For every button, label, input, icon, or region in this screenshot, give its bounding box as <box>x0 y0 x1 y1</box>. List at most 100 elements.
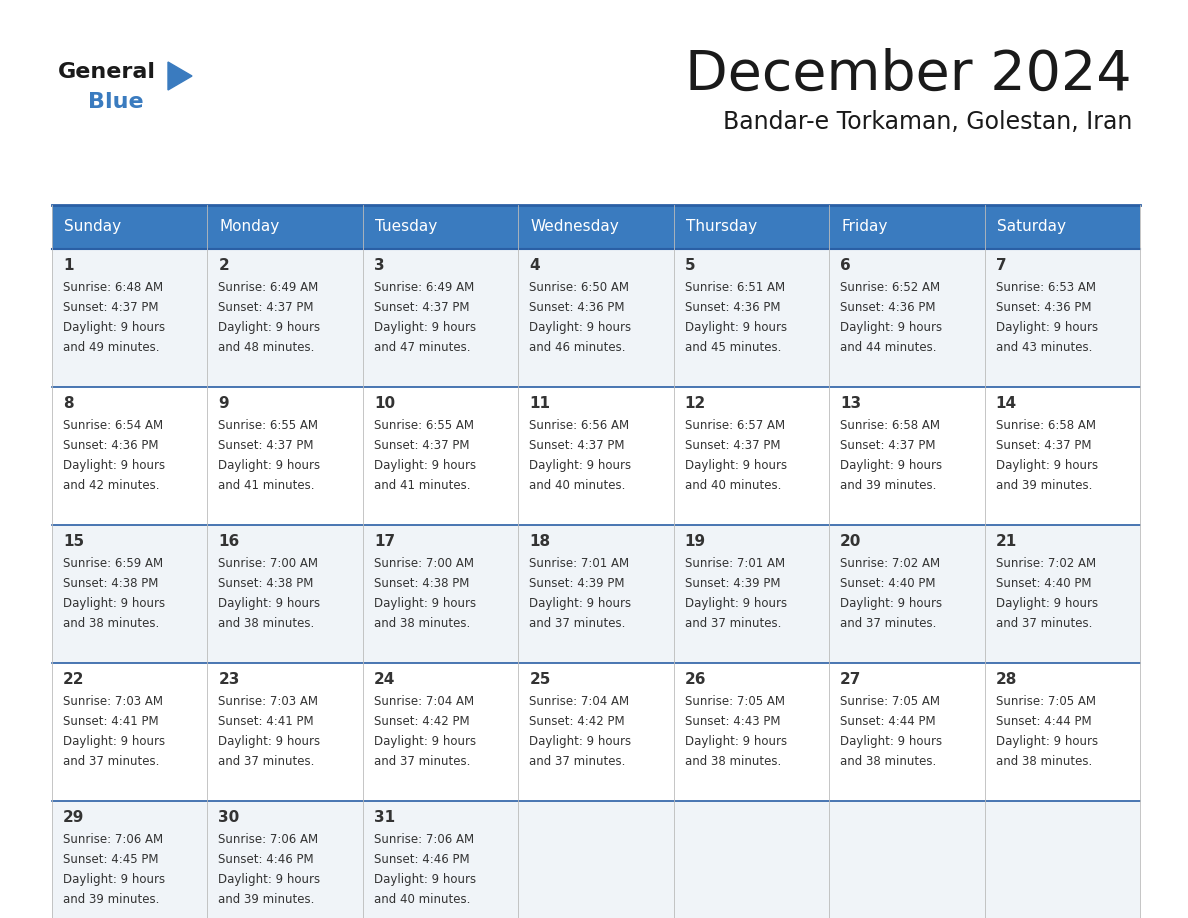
Text: and 37 minutes.: and 37 minutes. <box>684 617 781 630</box>
Text: Daylight: 9 hours: Daylight: 9 hours <box>219 597 321 610</box>
Bar <box>518 205 674 249</box>
Text: Sunset: 4:45 PM: Sunset: 4:45 PM <box>63 853 158 866</box>
Text: Sunset: 4:44 PM: Sunset: 4:44 PM <box>996 715 1092 728</box>
Text: Sunrise: 7:04 AM: Sunrise: 7:04 AM <box>374 695 474 708</box>
Text: Sunset: 4:37 PM: Sunset: 4:37 PM <box>996 439 1091 452</box>
Text: 31: 31 <box>374 810 394 825</box>
Text: General: General <box>58 62 156 82</box>
Bar <box>829 663 985 801</box>
Text: and 37 minutes.: and 37 minutes. <box>996 617 1092 630</box>
Text: Wednesday: Wednesday <box>530 219 619 234</box>
Text: Sunday: Sunday <box>64 219 121 234</box>
Text: and 38 minutes.: and 38 minutes. <box>996 755 1092 768</box>
Text: Sunset: 4:41 PM: Sunset: 4:41 PM <box>63 715 159 728</box>
Text: 18: 18 <box>530 534 550 549</box>
Text: and 45 minutes.: and 45 minutes. <box>684 341 781 354</box>
Bar <box>518 525 674 663</box>
Text: Daylight: 9 hours: Daylight: 9 hours <box>219 321 321 334</box>
Text: Daylight: 9 hours: Daylight: 9 hours <box>996 459 1098 472</box>
Text: and 46 minutes.: and 46 minutes. <box>530 341 626 354</box>
Text: and 42 minutes.: and 42 minutes. <box>63 479 159 492</box>
Text: Sunset: 4:36 PM: Sunset: 4:36 PM <box>996 301 1091 314</box>
Text: Blue: Blue <box>88 92 144 112</box>
Text: Sunrise: 7:01 AM: Sunrise: 7:01 AM <box>684 557 785 570</box>
Text: and 40 minutes.: and 40 minutes. <box>684 479 781 492</box>
Text: and 39 minutes.: and 39 minutes. <box>996 479 1092 492</box>
Text: and 38 minutes.: and 38 minutes. <box>63 617 159 630</box>
Text: Daylight: 9 hours: Daylight: 9 hours <box>530 321 631 334</box>
Text: 4: 4 <box>530 258 539 273</box>
Text: and 41 minutes.: and 41 minutes. <box>219 479 315 492</box>
Bar <box>985 249 1140 387</box>
Text: Sunrise: 7:01 AM: Sunrise: 7:01 AM <box>530 557 630 570</box>
Text: Sunset: 4:41 PM: Sunset: 4:41 PM <box>219 715 314 728</box>
Text: Sunset: 4:38 PM: Sunset: 4:38 PM <box>63 577 158 590</box>
Text: 10: 10 <box>374 396 394 411</box>
Bar <box>674 387 829 525</box>
Text: 25: 25 <box>530 672 551 687</box>
Text: 26: 26 <box>684 672 706 687</box>
Text: Daylight: 9 hours: Daylight: 9 hours <box>63 873 165 886</box>
Text: and 39 minutes.: and 39 minutes. <box>63 893 159 906</box>
Text: and 37 minutes.: and 37 minutes. <box>219 755 315 768</box>
Text: Sunset: 4:38 PM: Sunset: 4:38 PM <box>219 577 314 590</box>
Text: Daylight: 9 hours: Daylight: 9 hours <box>840 459 942 472</box>
Text: Sunrise: 7:05 AM: Sunrise: 7:05 AM <box>840 695 940 708</box>
Text: 16: 16 <box>219 534 240 549</box>
Text: Daylight: 9 hours: Daylight: 9 hours <box>219 459 321 472</box>
Text: 27: 27 <box>840 672 861 687</box>
Text: Sunset: 4:37 PM: Sunset: 4:37 PM <box>63 301 158 314</box>
Text: 11: 11 <box>530 396 550 411</box>
Bar <box>362 249 518 387</box>
Bar <box>674 525 829 663</box>
Text: Daylight: 9 hours: Daylight: 9 hours <box>840 321 942 334</box>
Text: December 2024: December 2024 <box>685 48 1132 102</box>
Text: Sunrise: 6:49 AM: Sunrise: 6:49 AM <box>374 281 474 294</box>
Bar <box>674 801 829 918</box>
Text: 7: 7 <box>996 258 1006 273</box>
Text: and 44 minutes.: and 44 minutes. <box>840 341 936 354</box>
Text: Sunset: 4:37 PM: Sunset: 4:37 PM <box>374 439 469 452</box>
Text: Sunset: 4:42 PM: Sunset: 4:42 PM <box>374 715 469 728</box>
Text: Sunrise: 6:55 AM: Sunrise: 6:55 AM <box>374 419 474 432</box>
Text: 21: 21 <box>996 534 1017 549</box>
Bar <box>829 249 985 387</box>
Text: Daylight: 9 hours: Daylight: 9 hours <box>530 735 631 748</box>
Bar <box>674 663 829 801</box>
Text: Daylight: 9 hours: Daylight: 9 hours <box>996 597 1098 610</box>
Text: Sunrise: 6:48 AM: Sunrise: 6:48 AM <box>63 281 163 294</box>
Text: and 40 minutes.: and 40 minutes. <box>374 893 470 906</box>
Bar <box>674 249 829 387</box>
Bar <box>208 801 362 918</box>
Text: and 48 minutes.: and 48 minutes. <box>219 341 315 354</box>
Bar <box>52 801 208 918</box>
Text: Sunset: 4:38 PM: Sunset: 4:38 PM <box>374 577 469 590</box>
Text: Daylight: 9 hours: Daylight: 9 hours <box>374 873 476 886</box>
Text: Sunrise: 7:05 AM: Sunrise: 7:05 AM <box>684 695 785 708</box>
Text: Daylight: 9 hours: Daylight: 9 hours <box>530 459 631 472</box>
Text: and 49 minutes.: and 49 minutes. <box>63 341 159 354</box>
Text: Daylight: 9 hours: Daylight: 9 hours <box>840 735 942 748</box>
Text: and 40 minutes.: and 40 minutes. <box>530 479 626 492</box>
Text: Sunset: 4:44 PM: Sunset: 4:44 PM <box>840 715 936 728</box>
Text: 30: 30 <box>219 810 240 825</box>
Bar <box>518 387 674 525</box>
Text: Daylight: 9 hours: Daylight: 9 hours <box>374 597 476 610</box>
Text: Sunrise: 6:54 AM: Sunrise: 6:54 AM <box>63 419 163 432</box>
Text: and 37 minutes.: and 37 minutes. <box>530 755 626 768</box>
Bar <box>362 663 518 801</box>
Text: Daylight: 9 hours: Daylight: 9 hours <box>219 735 321 748</box>
Text: 3: 3 <box>374 258 385 273</box>
Text: Daylight: 9 hours: Daylight: 9 hours <box>996 735 1098 748</box>
Text: Daylight: 9 hours: Daylight: 9 hours <box>684 321 786 334</box>
Text: and 37 minutes.: and 37 minutes. <box>840 617 936 630</box>
Text: Friday: Friday <box>841 219 887 234</box>
Bar <box>674 205 829 249</box>
Text: and 37 minutes.: and 37 minutes. <box>63 755 159 768</box>
Text: 17: 17 <box>374 534 394 549</box>
Bar <box>518 249 674 387</box>
Bar <box>362 525 518 663</box>
Text: Sunset: 4:36 PM: Sunset: 4:36 PM <box>840 301 936 314</box>
Text: Saturday: Saturday <box>997 219 1066 234</box>
Bar <box>208 525 362 663</box>
